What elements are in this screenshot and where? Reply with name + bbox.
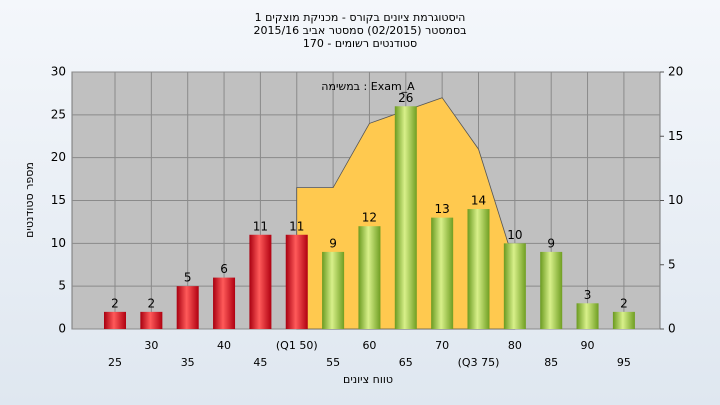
data-label: 9 <box>547 236 555 250</box>
x-tick-label: 60 <box>362 339 376 352</box>
bar <box>176 286 199 329</box>
data-label: 11 <box>253 219 268 233</box>
data-label: 2 <box>111 296 119 310</box>
y2-tick-label: 20 <box>668 65 683 79</box>
bar <box>358 226 381 329</box>
y-tick-label: 30 <box>51 65 66 79</box>
data-label: 5 <box>184 271 192 285</box>
bar <box>249 234 272 329</box>
bar <box>213 277 236 329</box>
x-tick-label: 30 <box>144 339 158 352</box>
y-tick-label: 15 <box>51 193 66 207</box>
data-label: 2 <box>148 296 156 310</box>
data-label: 9 <box>329 236 337 250</box>
y-tick-label: 20 <box>51 150 66 164</box>
y2-tick-label: 0 <box>668 322 676 336</box>
bar <box>540 251 563 329</box>
bar <box>503 243 526 329</box>
bar <box>612 311 635 329</box>
data-label: 13 <box>435 202 450 216</box>
bar <box>285 234 308 329</box>
bar <box>322 251 345 329</box>
y-axis-label: מספר סטודנטים <box>23 162 36 238</box>
bar <box>576 303 599 329</box>
chart-subtitle: בסמסטר (02/2015) סמסטר אביב 2015/16 <box>253 24 466 37</box>
bar <box>104 311 126 329</box>
x-tick-label: 25 <box>108 356 122 369</box>
y-tick-label: 10 <box>51 236 66 250</box>
bar <box>140 311 163 329</box>
y2-tick-label: 10 <box>668 193 683 207</box>
x-tick-label: 55 <box>326 356 340 369</box>
data-label: 14 <box>471 194 486 208</box>
bar <box>467 209 490 329</box>
x-tick-label: 70 <box>435 339 449 352</box>
x-axis-label: טווח ציונים <box>343 373 393 386</box>
data-label: 6 <box>220 262 228 276</box>
x-tick-label: 90 <box>581 339 595 352</box>
annotation: במשימה : Exam_A <box>321 80 415 93</box>
data-label: 3 <box>584 288 592 302</box>
x-tick-label: 40 <box>217 339 231 352</box>
x-tick-label: 65 <box>399 356 413 369</box>
x-tick-label: 80 <box>508 339 522 352</box>
data-label: 2 <box>620 296 628 310</box>
bar <box>394 106 417 330</box>
data-label: 26 <box>398 91 413 105</box>
y2-tick-label: 15 <box>668 129 683 143</box>
data-label: 12 <box>362 211 377 225</box>
x-tick-label: 95 <box>617 356 631 369</box>
data-label: 10 <box>507 228 522 242</box>
x-tick-label: 85 <box>544 356 558 369</box>
data-label: 11 <box>289 219 304 233</box>
x-tick-label: (Q1 50) <box>276 339 318 352</box>
y-tick-label: 0 <box>58 322 66 336</box>
x-tick-label: 35 <box>181 356 195 369</box>
bar <box>431 217 454 329</box>
y2-tick-label: 5 <box>668 257 676 271</box>
chart-subtitle: סטודנטים רשומים - 170 <box>303 37 417 50</box>
x-tick-label: (Q3 75) <box>458 356 500 369</box>
y-tick-label: 25 <box>51 107 66 121</box>
chart-title: היסטוגרמת ציונים בקורס - מכניקת מוצקים 1 <box>255 11 466 24</box>
y-tick-label: 5 <box>58 279 66 293</box>
x-tick-label: 45 <box>253 356 267 369</box>
